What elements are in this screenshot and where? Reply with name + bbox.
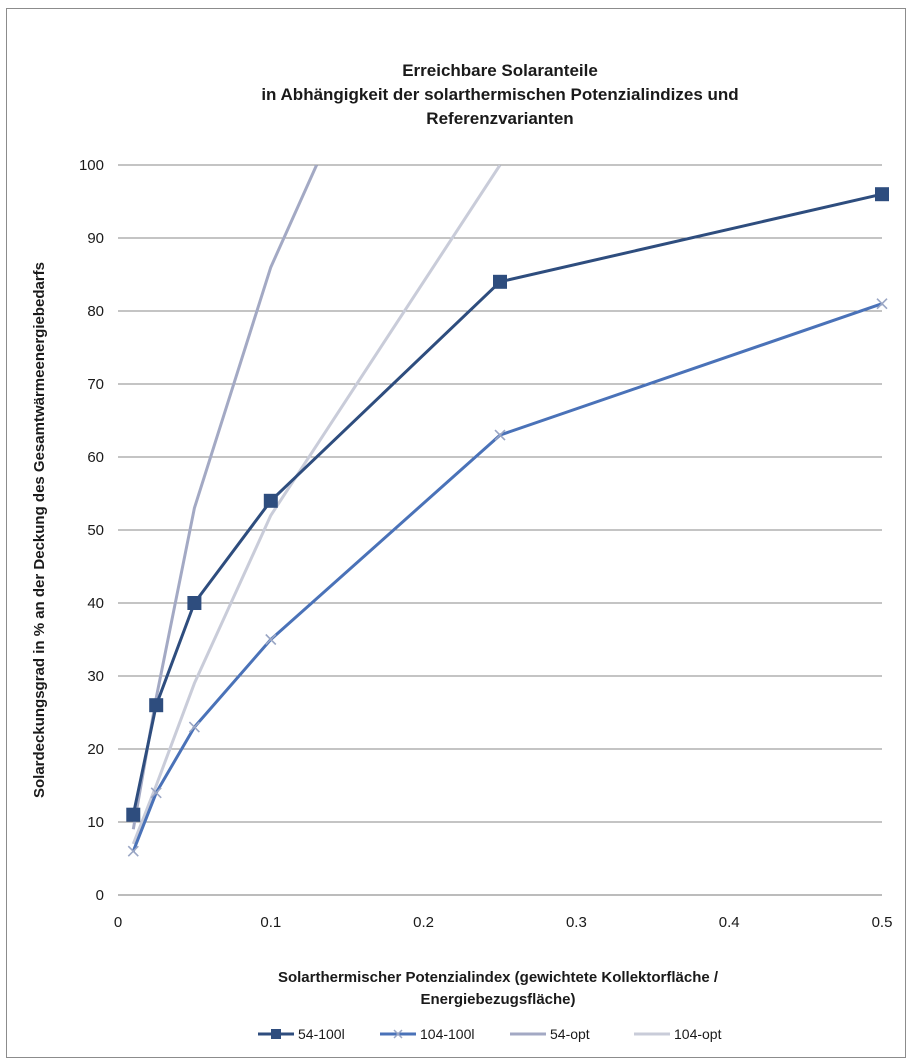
chart-frame: [6, 8, 906, 1058]
y-tick-label: 30: [87, 668, 104, 685]
legend-item-104-100l: 104-100l: [380, 1026, 475, 1042]
x-tick-label: 0.2: [413, 914, 434, 931]
chart-title: Erreichbare Solaranteile in Abhängigkeit…: [261, 61, 738, 128]
marker-x: [150, 787, 162, 799]
y-tick-label: 20: [87, 741, 104, 758]
series-line-54-opt: [131, 165, 318, 830]
legend-label: 104-opt: [674, 1026, 722, 1042]
series-line-104-opt: [131, 165, 502, 845]
marker-square: [187, 596, 202, 610]
marker-x: [265, 633, 277, 646]
chart-title-line-1: Erreichbare Solaranteile: [402, 61, 598, 80]
marker-x: [127, 845, 139, 857]
legend: 54-100l 104-100l 54-opt 104-opt: [258, 1026, 722, 1042]
tick-labels: 0 10 20 30 40 50 60 70 80 90 100 0 0.1 0.2 0.3 0.4 0.5: [79, 157, 892, 931]
x-tick-label: 0: [114, 914, 122, 931]
y-tick-label: 100: [79, 157, 104, 174]
marker-x: [494, 429, 506, 441]
x-axis-title-line-1: Solarthermischer Potenzialindex (gewicht…: [278, 969, 719, 986]
gridlines: [118, 164, 882, 823]
marker-square: [126, 807, 141, 822]
y-tick-label: 50: [87, 522, 104, 539]
chart-title-line-3: Referenzvarianten: [426, 109, 573, 128]
legend-label: 54-100l: [298, 1026, 345, 1042]
y-tick-label: 60: [87, 449, 104, 466]
marker-square: [263, 493, 278, 508]
y-tick-label: 70: [87, 376, 104, 393]
chart-title-line-2: in Abhängigkeit der solarthermischen Pot…: [261, 85, 738, 104]
x-axis-title: Solarthermischer Potenzialindex (gewicht…: [278, 969, 719, 1008]
legend-swatch-marker: [393, 1029, 403, 1039]
y-tick-label: 80: [87, 303, 104, 320]
series-lines: [131, 165, 883, 852]
y-tick-label: 40: [87, 595, 104, 612]
legend-item-104-opt: 104-opt: [634, 1026, 722, 1042]
legend-label: 104-100l: [420, 1026, 475, 1042]
legend-item-54-opt: 54-opt: [510, 1026, 590, 1042]
marker-square: [149, 698, 164, 713]
y-tick-label: 90: [87, 230, 104, 247]
series-markers: [126, 187, 889, 857]
marker-square: [875, 187, 889, 202]
series-line-104-100l: [131, 302, 883, 852]
y-tick-label: 0: [96, 887, 104, 904]
legend-swatch-marker: [271, 1029, 281, 1039]
marker-square: [493, 274, 507, 289]
y-axis-title: Solardeckungsgrad in % an der Deckung de…: [31, 262, 48, 798]
marker-x: [188, 721, 200, 733]
legend-item-54-100l: 54-100l: [258, 1026, 345, 1042]
x-tick-label: 0.4: [719, 914, 740, 931]
x-axis-title-line-2: Energiebezugsfläche): [420, 991, 575, 1008]
x-tick-label: 0.1: [260, 914, 281, 931]
y-tick-label: 10: [87, 814, 104, 831]
marker-x: [876, 298, 888, 310]
x-tick-label: 0.5: [872, 914, 893, 931]
series-line-54-100l: [131, 192, 883, 816]
legend-label: 54-opt: [550, 1026, 590, 1042]
x-tick-label: 0.3: [566, 914, 587, 931]
